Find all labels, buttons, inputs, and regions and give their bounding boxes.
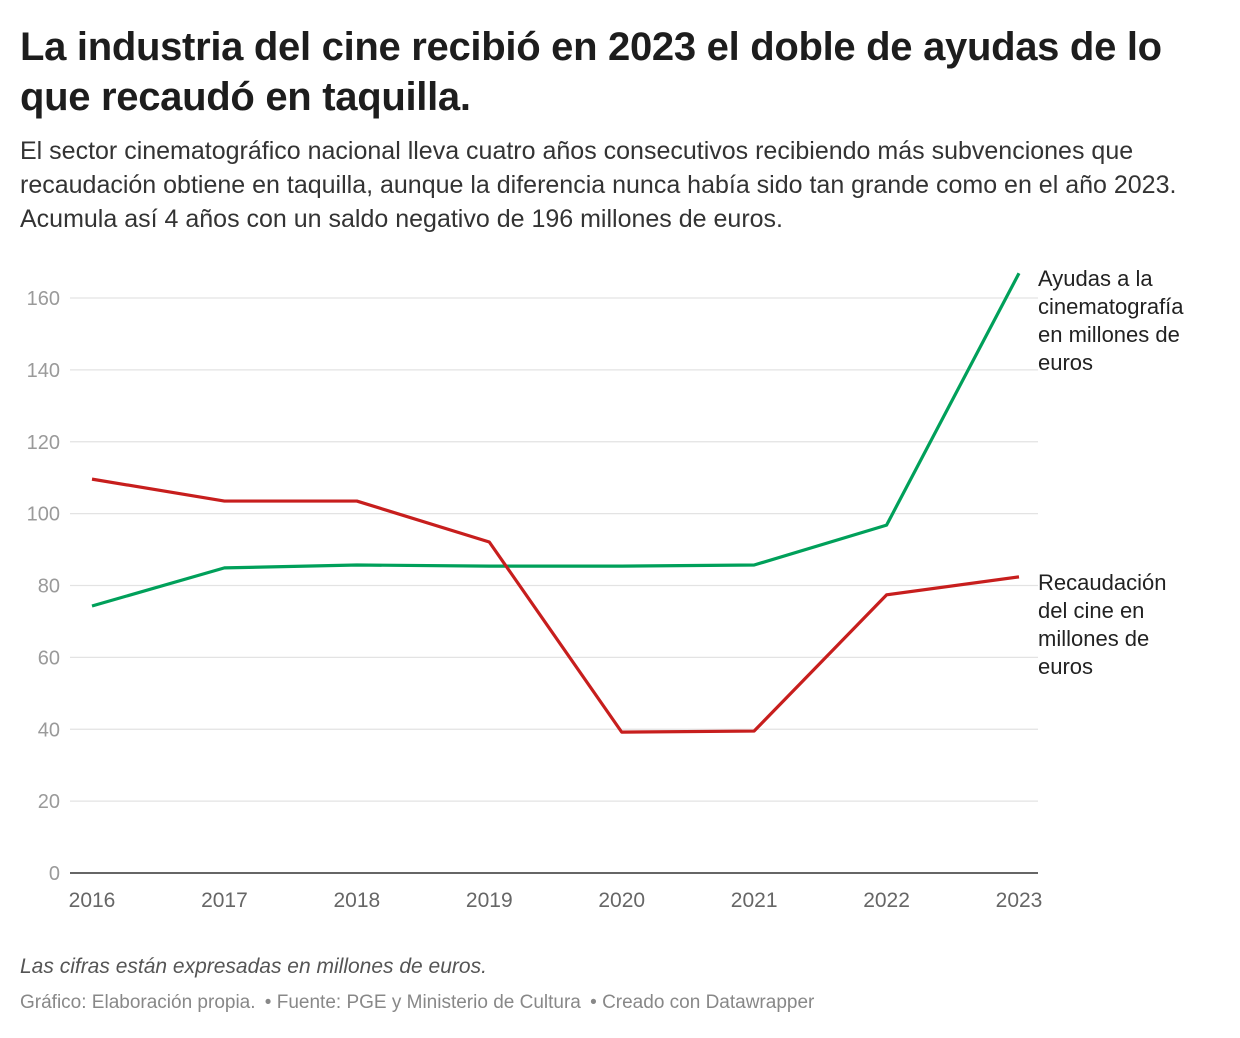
series-label-0: euros xyxy=(1038,350,1093,375)
x-tick-label: 2023 xyxy=(996,889,1043,912)
series-label-0: en millones de xyxy=(1038,322,1180,347)
y-tick-label: 60 xyxy=(38,647,60,669)
chart-subtitle: El sector cinematográfico nacional lleva… xyxy=(20,137,1177,233)
series-label-1: del cine en xyxy=(1038,598,1144,623)
series-line-0 xyxy=(91,272,1021,608)
chart-credit: Gráfico: Elaboración propia. xyxy=(20,992,256,1013)
x-tick-label: 2017 xyxy=(201,889,248,912)
x-tick-label: 2016 xyxy=(69,889,116,912)
source-credit: • Fuente: PGE y Ministerio de Cultura xyxy=(264,992,581,1013)
chart-title: La industria del cine recibió en 2023 el… xyxy=(20,25,1162,119)
y-tick-label: 120 xyxy=(27,432,60,454)
y-tick-label: 40 xyxy=(38,719,60,741)
y-tick-label: 100 xyxy=(27,504,60,526)
series-line-1 xyxy=(91,477,1020,734)
x-tick-label: 2019 xyxy=(466,889,513,912)
x-tick-label: 2021 xyxy=(731,889,778,912)
series-label-1: millones de xyxy=(1038,626,1149,651)
chart-footer: Gráfico: Elaboración propia. • Fuente: P… xyxy=(20,992,818,1014)
series-label-0: Ayudas a la xyxy=(1038,266,1153,291)
x-tick-label: 2018 xyxy=(333,889,380,912)
y-tick-label: 140 xyxy=(27,360,60,382)
y-tick-label: 160 xyxy=(27,288,60,310)
series-label-1: Recaudación xyxy=(1038,570,1166,595)
y-tick-label: 0 xyxy=(49,863,60,885)
y-tick-label: 20 xyxy=(38,791,60,813)
created-with: • Creado con Datawrapper xyxy=(590,992,815,1013)
x-tick-label: 2020 xyxy=(598,889,645,912)
series-label-1: euros xyxy=(1038,654,1093,679)
y-tick-label: 80 xyxy=(38,576,60,598)
series-label-0: cinematografía xyxy=(1038,294,1184,319)
chart-note: Las cifras están expresadas en millones … xyxy=(20,955,487,978)
line-chart: 0 20 40 60 80 100 120 140 160 2016 2017 2018 2019 202… xyxy=(27,266,1185,912)
x-tick-label: 2022 xyxy=(863,889,910,912)
